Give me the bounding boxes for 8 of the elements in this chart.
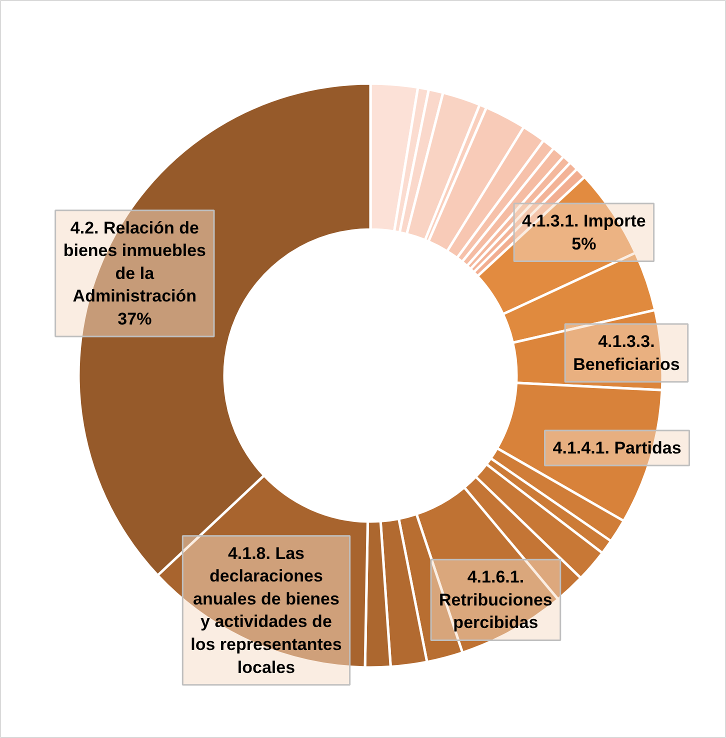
slice-label: 4.1.4.1. Partidas xyxy=(552,438,682,458)
slice-label: 4.1.8. Las declaraciones anuales de bienes y actividades de los representantes locales xyxy=(190,544,342,677)
data-label: 5% xyxy=(572,234,596,254)
slice-label: 4.1.3.1. Importe xyxy=(522,212,646,231)
slice-label: 4.1.6.1. Retribuciones percibidas xyxy=(439,568,552,632)
slice-label: 4.2. Relación de bienes inmuebles de la Administración xyxy=(63,218,206,306)
data-label: 37% xyxy=(118,310,152,329)
slice-label: 4.1.3.3. Beneficiarios xyxy=(573,332,680,374)
